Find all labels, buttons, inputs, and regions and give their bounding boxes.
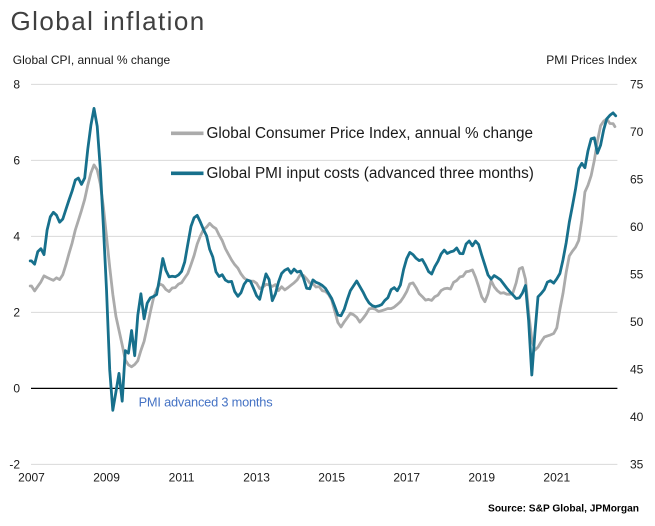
svg-text:PMI Prices Index: PMI Prices Index xyxy=(546,53,637,67)
svg-text:2: 2 xyxy=(13,306,20,320)
svg-text:Source: S&P Global, JPMorgan: Source: S&P Global, JPMorgan xyxy=(488,504,639,515)
svg-text:45: 45 xyxy=(630,363,644,377)
svg-text:Global inflation: Global inflation xyxy=(11,6,206,36)
svg-text:2017: 2017 xyxy=(393,471,420,485)
svg-text:-2: -2 xyxy=(9,458,20,472)
svg-text:75: 75 xyxy=(630,78,644,92)
svg-text:Global Consumer Price Index, a: Global Consumer Price Index, annual % ch… xyxy=(207,125,534,142)
svg-text:Global CPI, annual % change: Global CPI, annual % change xyxy=(13,53,171,67)
svg-text:40: 40 xyxy=(630,410,644,424)
svg-text:PMI advanced 3 months: PMI advanced 3 months xyxy=(139,395,273,410)
svg-text:2013: 2013 xyxy=(243,471,270,485)
svg-text:6: 6 xyxy=(13,154,20,168)
svg-text:35: 35 xyxy=(630,458,644,472)
svg-text:Global PMI input costs (advanc: Global PMI input costs (advanced three m… xyxy=(207,165,534,182)
svg-text:2021: 2021 xyxy=(543,471,570,485)
svg-text:50: 50 xyxy=(630,315,644,329)
svg-text:0: 0 xyxy=(13,382,20,396)
svg-text:65: 65 xyxy=(630,173,644,187)
svg-text:60: 60 xyxy=(630,220,644,234)
svg-text:8: 8 xyxy=(13,78,20,92)
svg-text:2019: 2019 xyxy=(468,471,495,485)
svg-text:70: 70 xyxy=(630,125,644,139)
svg-text:4: 4 xyxy=(13,230,20,244)
svg-text:2009: 2009 xyxy=(93,471,120,485)
svg-text:55: 55 xyxy=(630,268,644,282)
svg-text:2007: 2007 xyxy=(18,471,45,485)
svg-text:2015: 2015 xyxy=(318,471,345,485)
svg-text:2011: 2011 xyxy=(169,471,195,485)
